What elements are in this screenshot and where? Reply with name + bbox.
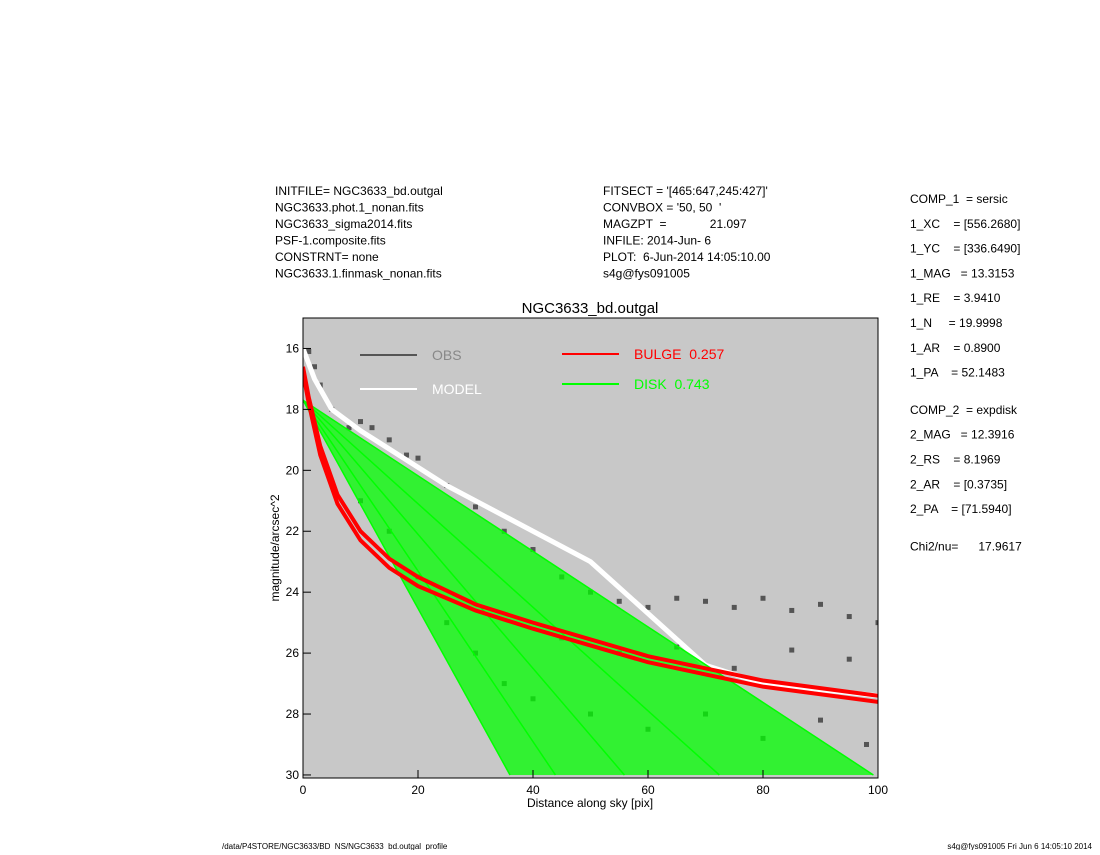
y-tick-label: 16 [286,341,300,355]
obs-point [818,717,823,723]
param-line: 1_RE = 3.9410 [910,291,1001,305]
obs-point [731,665,737,671]
profile-line [303,399,874,776]
legend-label: BULGE 0.257 [634,346,724,362]
header-line: PLOT: 6-Jun-2014 14:05:10.00 [603,250,771,264]
header-line: PSF-1.composite.fits [275,234,386,248]
y-axis-label: magnitude/arcsec^2 [268,494,282,601]
param-line: COMP_2 = expdisk [910,403,1018,417]
obs-point [358,419,363,425]
obs-point [346,425,352,431]
y-tick-label: 28 [286,707,300,721]
param-line: 2_MAG = 12.3916 [910,428,1015,442]
header-line: MAGZPT = 21.097 [603,217,747,231]
x-tick-label: 60 [641,783,655,797]
legend: OBS MODEL BULGE 0.257 DISK 0.743 [360,346,724,397]
profile-line [303,399,511,776]
obs-point [404,452,409,458]
obs-point [864,741,869,747]
obs-point [674,595,680,601]
header-line: NGC3633_sigma2014.fits [275,217,412,231]
chart-title: NGC3633_bd.outgal [522,300,659,317]
header-line: s4g@fys091005 [603,267,690,281]
param-line: 1_PA = 52.1483 [910,366,1005,380]
y-tick-label: 26 [286,646,300,660]
obs-point [789,607,795,613]
param-line: 1_YC = [336.6490] [910,242,1020,256]
x-tick-label: 80 [756,783,770,797]
param-line: 1_N = 19.9998 [910,316,1003,330]
obs-point [616,598,622,604]
header-line: INFILE: 2014-Jun- 6 [603,234,711,248]
param-line: Chi2/nu= 17.9617 [910,539,1022,553]
y-tick-label: 18 [286,402,300,416]
obs-point [846,614,852,620]
x-tick-label: 40 [526,783,540,797]
obs-point [645,604,651,610]
header-line: NGC3633.phot.1_nonan.fits [275,201,424,215]
obs-point [312,364,317,370]
obs-point [846,656,852,662]
obs-point [875,620,878,626]
profile-line [303,399,557,776]
x-tick-label: 0 [300,783,307,797]
legend-label: MODEL [432,381,482,397]
legend-label: OBS [432,347,462,363]
header: INITFILE= NGC3633_bd.outgal NGC3633.phot.… [275,184,1022,553]
obs-point [703,598,708,604]
x-axis-label: Distance along sky [pix] [527,796,653,810]
obs-point [501,528,507,534]
legend-label: DISK 0.743 [634,376,710,392]
y-tick-label: 24 [286,585,300,599]
param-line: 1_MAG = 13.3153 [910,266,1015,280]
obs-point [415,455,421,461]
obs-point [818,601,823,607]
param-line: 1_AR = 0.8900 [910,341,1001,355]
footer-path: /data/P4STORE/NGC3633/BD_NS/NGC3633_bd.o… [222,842,448,850]
obs-point [789,647,795,653]
profile-line [303,399,625,776]
profile-line [303,372,878,704]
header-line: INITFILE= NGC3633_bd.outgal [275,184,443,198]
obs-point [760,595,766,601]
obs-point [731,604,737,610]
param-line: 2_AR = [0.3735] [910,477,1007,491]
header-line: NGC3633.1.finmask_nonan.fits [275,267,442,281]
y-tick-label: 30 [286,768,300,782]
header-line: CONVBOX = '50, 50 ' [603,201,721,215]
x-tick-label: 100 [868,783,888,797]
param-line: 1_XC = [556.2680] [910,217,1020,231]
footer-stamp: s4g@fys091005 Fri Jun 6 14:05:10 2014 [947,842,1092,850]
obs-point [369,425,375,431]
plot-area [303,347,878,776]
plot-frame [302,317,879,779]
obs-point [306,349,312,355]
x-tick-label: 20 [411,783,425,797]
header-line: FITSECT = '[465:647,245:427]' [603,184,768,198]
obs-point [386,437,392,443]
param-line: 2_PA = [71.5940] [910,502,1012,516]
param-line: 2_RS = 8.1969 [910,453,1001,467]
obs-point [530,547,536,553]
header-line: CONSTRNT= none [275,250,379,264]
y-tick-label: 22 [286,524,300,538]
obs-point [473,504,478,510]
axes: 0 20 40 60 80 100 16 18 20 22 24 26 28 30 [286,341,889,797]
profile-line [303,399,720,776]
param-line: COMP_1 = sersic [910,192,1008,206]
y-tick-label: 20 [286,463,300,477]
